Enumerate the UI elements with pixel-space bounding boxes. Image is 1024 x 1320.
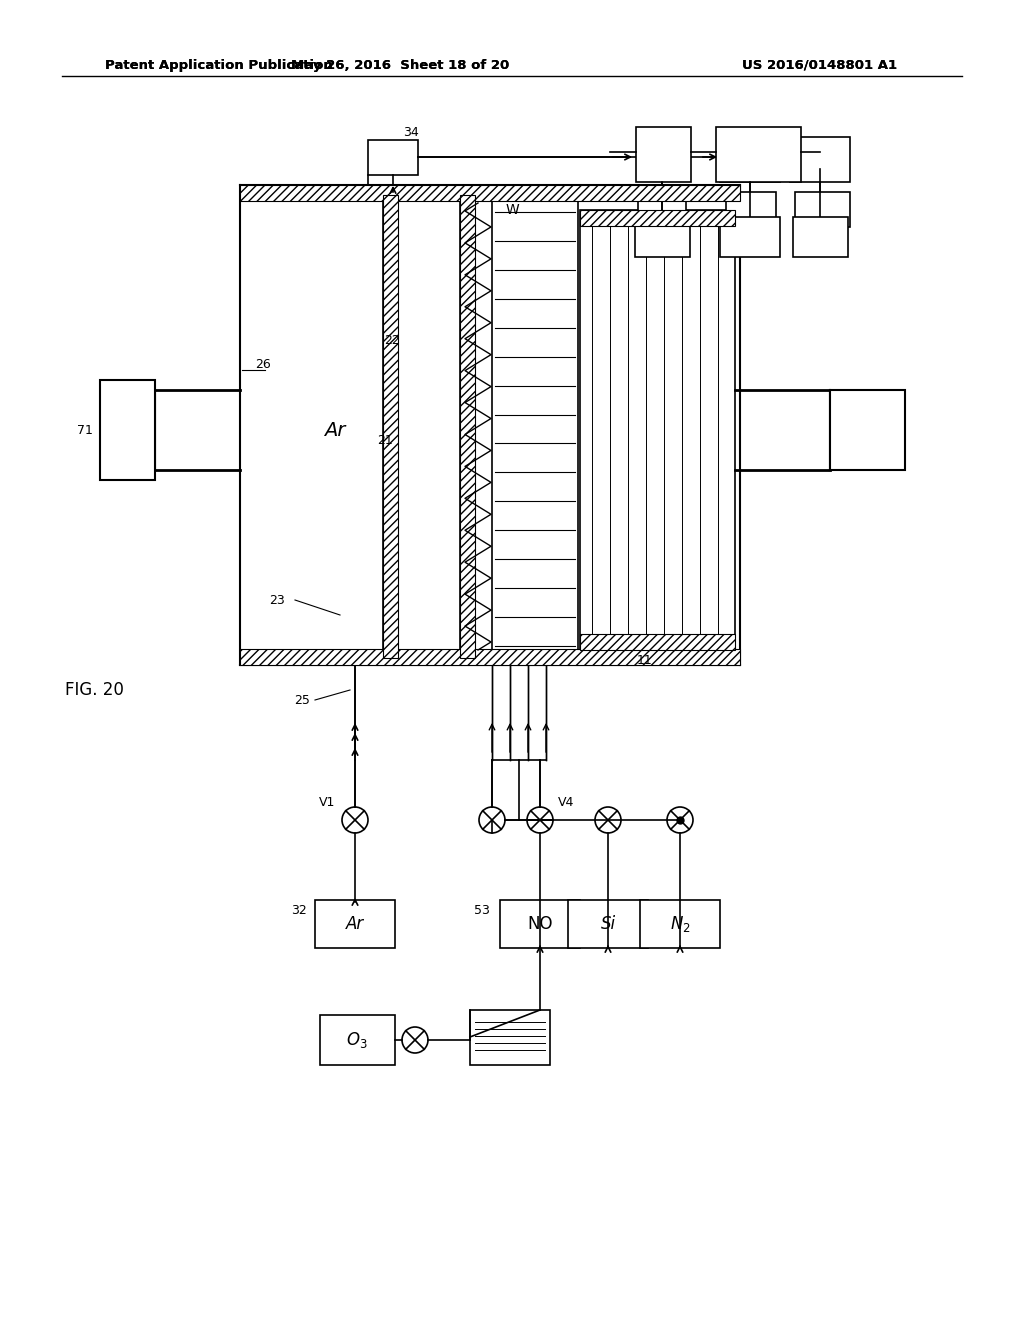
Bar bbox=[716, 127, 801, 182]
Bar bbox=[726, 191, 776, 227]
Bar bbox=[580, 210, 735, 649]
Text: 22: 22 bbox=[384, 334, 400, 346]
Bar bbox=[460, 195, 475, 657]
Text: May 26, 2016  Sheet 18 of 20: May 26, 2016 Sheet 18 of 20 bbox=[291, 58, 509, 71]
Bar bbox=[638, 191, 686, 227]
Bar bbox=[830, 389, 905, 470]
Text: US 2016/0148801 A1: US 2016/0148801 A1 bbox=[742, 58, 898, 71]
Bar bbox=[500, 900, 580, 948]
Text: Ar: Ar bbox=[325, 421, 346, 440]
Text: 53: 53 bbox=[474, 903, 490, 916]
Bar bbox=[383, 195, 398, 657]
Text: 26: 26 bbox=[255, 359, 270, 371]
Text: W: W bbox=[506, 203, 520, 216]
Text: $O_3$: $O_3$ bbox=[346, 1030, 368, 1049]
Bar bbox=[240, 185, 740, 201]
Text: NO: NO bbox=[527, 915, 553, 933]
Bar bbox=[720, 216, 780, 257]
Text: $N_2$: $N_2$ bbox=[670, 913, 690, 935]
Bar bbox=[635, 216, 690, 257]
Text: Patent Application Publication: Patent Application Publication bbox=[105, 58, 333, 71]
Bar bbox=[793, 216, 848, 257]
Bar bbox=[492, 201, 578, 657]
Text: 23: 23 bbox=[269, 594, 285, 606]
Bar bbox=[240, 649, 740, 665]
Text: Patent Application Publication: Patent Application Publication bbox=[105, 58, 333, 71]
Text: V4: V4 bbox=[558, 796, 574, 808]
Text: Si: Si bbox=[600, 915, 615, 933]
Bar bbox=[315, 900, 395, 948]
Text: May 26, 2016  Sheet 18 of 20: May 26, 2016 Sheet 18 of 20 bbox=[291, 58, 509, 71]
Bar bbox=[580, 634, 735, 649]
Bar bbox=[640, 145, 685, 176]
Text: 71: 71 bbox=[77, 424, 93, 437]
Text: 11: 11 bbox=[637, 653, 653, 667]
Bar bbox=[368, 140, 418, 176]
Bar bbox=[790, 137, 850, 182]
Bar bbox=[636, 127, 691, 182]
Bar bbox=[568, 900, 648, 948]
Text: 34: 34 bbox=[403, 125, 419, 139]
Text: Ar: Ar bbox=[346, 915, 365, 933]
Bar bbox=[720, 137, 780, 182]
Bar bbox=[795, 191, 850, 227]
Text: 21: 21 bbox=[377, 433, 393, 446]
Text: 32: 32 bbox=[291, 903, 307, 916]
Text: V1: V1 bbox=[318, 796, 335, 808]
Bar bbox=[640, 900, 720, 948]
Bar bbox=[319, 1015, 395, 1065]
Text: US 2016/0148801 A1: US 2016/0148801 A1 bbox=[742, 58, 898, 71]
Bar bbox=[470, 1010, 550, 1065]
Bar bbox=[580, 210, 735, 226]
Text: FIG. 20: FIG. 20 bbox=[65, 681, 124, 700]
Text: 25: 25 bbox=[294, 693, 310, 706]
Bar bbox=[100, 380, 155, 480]
